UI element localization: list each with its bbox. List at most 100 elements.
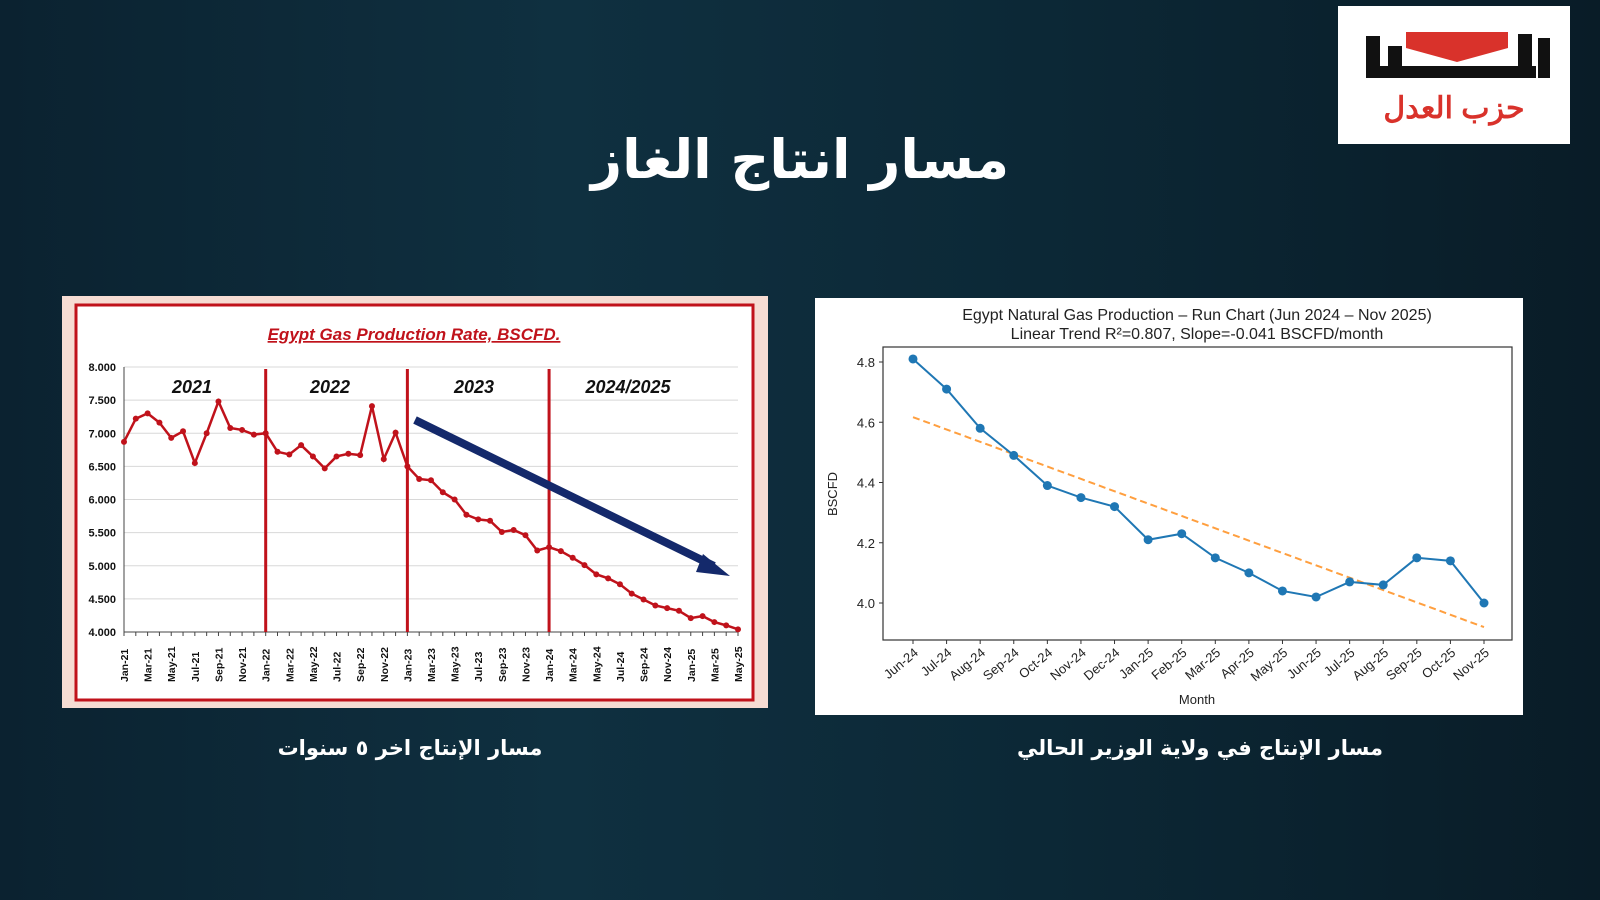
data-point: [1345, 577, 1355, 587]
data-point: [156, 419, 163, 426]
data-point: [1311, 592, 1321, 602]
x-tick-label: May-25: [1248, 645, 1291, 684]
logo-mark-icon: حزب العدل: [1366, 32, 1550, 126]
data-point: [908, 354, 918, 364]
data-point: [975, 423, 985, 433]
x-tick-label: Sep-23: [497, 647, 509, 682]
x-tick-label: Mar-25: [1182, 645, 1223, 683]
data-point: [569, 554, 576, 561]
data-point: [333, 453, 340, 460]
x-tick-label: Nov-24: [1047, 645, 1089, 683]
x-tick-label: Aug-25: [1349, 645, 1391, 683]
x-tick-label: Jan-24: [544, 649, 556, 682]
data-point: [1445, 556, 1455, 566]
y-tick-label: 8.000: [88, 362, 116, 374]
data-point: [723, 622, 730, 629]
data-point: [1277, 586, 1287, 596]
data-point: [1210, 553, 1220, 563]
x-tick-label: Nov-25: [1450, 645, 1492, 683]
data-point: [404, 463, 411, 470]
data-point: [180, 428, 187, 435]
y-tick-label: 4.2: [857, 536, 875, 551]
x-tick-label: Jul-24: [615, 651, 627, 682]
data-point: [439, 489, 446, 496]
data-point: [1244, 568, 1254, 578]
data-point: [652, 602, 659, 609]
x-tick-label: Sep-21: [213, 647, 225, 682]
data-point: [262, 430, 269, 437]
x-tick-label: Jan-25: [1116, 645, 1156, 682]
y-tick-label: 7.500: [88, 395, 116, 407]
chart-production-5y: Egypt Gas Production Rate, BSCFD. 4.000 4.…: [74, 303, 755, 702]
x-axis-label: Month: [1179, 692, 1215, 707]
x-tick-label: Jan-25: [686, 649, 698, 682]
data-point: [593, 571, 600, 578]
x-tick-label: Dec-24: [1081, 645, 1123, 683]
x-tick-label: Nov-23: [520, 647, 532, 682]
y-tick-label: 4.4: [857, 476, 875, 491]
y-tick-label: 4.6: [857, 415, 875, 430]
period-label: 2024/2025: [584, 377, 671, 397]
slide-title: مسار انتاج الغاز: [591, 128, 1009, 191]
x-tick-label: Mar-24: [568, 648, 580, 682]
chart-right-panel: Egypt Natural Gas Production – Run Chart…: [815, 298, 1523, 715]
data-point: [475, 516, 482, 523]
period-label: 2021: [171, 377, 212, 397]
caption-left: مسار الإنتاج اخر ٥ سنوات: [277, 736, 543, 760]
x-tick-label: Jun-24: [881, 645, 921, 682]
x-tick-label: May-21: [166, 646, 178, 682]
y-tick-label: 7.000: [88, 428, 116, 440]
data-point: [735, 626, 741, 633]
x-tick-label: Sep-24: [980, 645, 1022, 683]
x-tick-label: Mar-21: [143, 648, 155, 682]
x-tick-label: Jan-22: [261, 649, 273, 682]
data-point: [215, 398, 222, 405]
data-point: [628, 590, 635, 597]
data-point: [274, 448, 281, 455]
data-point: [298, 442, 305, 449]
data-point: [942, 384, 952, 394]
data-point: [345, 450, 352, 457]
data-point: [463, 511, 470, 518]
data-point: [321, 465, 328, 472]
data-point: [357, 452, 364, 459]
x-tick-label: Jul-23: [473, 651, 485, 682]
data-point: [1378, 580, 1388, 590]
data-point: [132, 415, 139, 422]
y-tick-label: 6.500: [88, 461, 116, 473]
data-point: [239, 426, 246, 433]
y-axis-label: BSCFD: [825, 472, 840, 516]
plot-frame: [882, 346, 1513, 641]
x-tick-label: May-22: [308, 646, 320, 682]
chart-frame: [74, 303, 755, 702]
data-point: [191, 460, 198, 467]
data-point: [392, 429, 399, 436]
data-point: [144, 410, 151, 417]
y-tick-label: 4.000: [88, 627, 116, 639]
data-point: [498, 528, 505, 535]
data-point: [522, 532, 529, 539]
x-tick-label: Nov-21: [237, 647, 249, 682]
data-point: [557, 548, 564, 555]
x-tick-label: May-24: [591, 646, 603, 682]
data-point: [203, 430, 210, 437]
chart-subtitle: Linear Trend R²=0.807, Slope=-0.041 BSCF…: [1011, 326, 1384, 343]
x-tick-label: May-25: [733, 646, 745, 682]
y-tick-label: 6.000: [88, 495, 116, 507]
data-point: [581, 562, 588, 569]
x-tick-label: Jun-25: [1284, 645, 1324, 682]
x-tick-label: Jul-21: [190, 651, 202, 682]
data-point: [286, 451, 293, 458]
x-tick-label: May-23: [450, 646, 462, 682]
data-point: [1076, 493, 1086, 503]
data-point: [1042, 481, 1052, 491]
y-tick-label: 4.0: [857, 596, 875, 611]
data-point: [227, 424, 234, 431]
data-point: [250, 431, 257, 438]
data-point: [1110, 502, 1120, 512]
data-point: [380, 456, 387, 463]
data-point: [546, 544, 553, 551]
data-point: [451, 496, 458, 503]
data-point: [616, 581, 623, 588]
party-logo: حزب العدل: [1338, 6, 1570, 144]
